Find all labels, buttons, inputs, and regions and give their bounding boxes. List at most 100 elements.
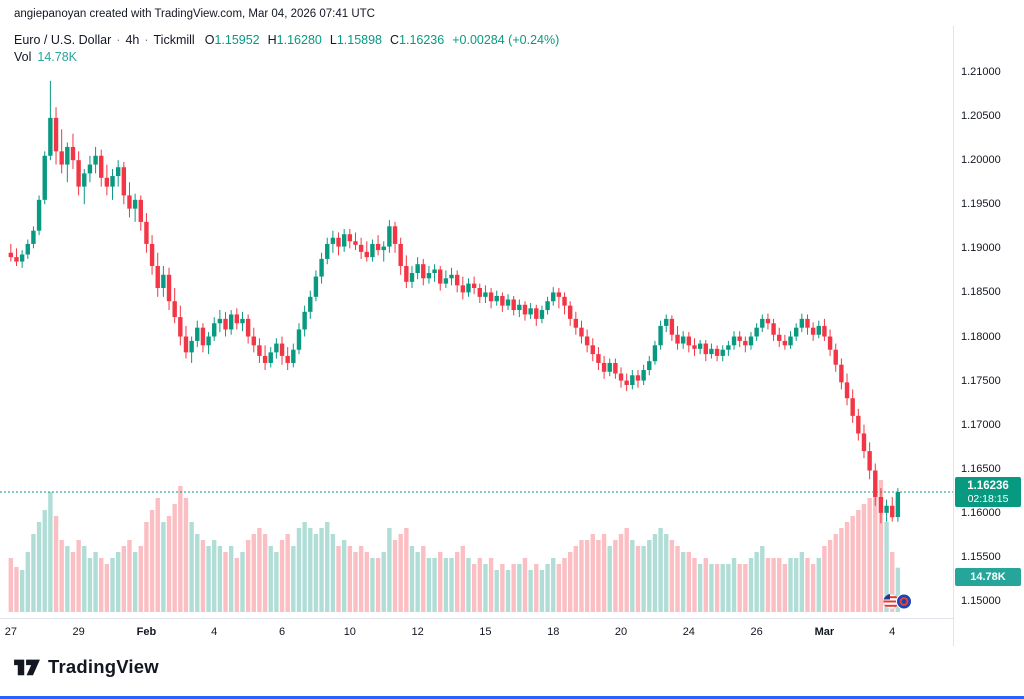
- candle-body: [364, 251, 369, 258]
- volume-bar: [296, 528, 302, 612]
- candle-body: [166, 274, 172, 302]
- price-axis-label: 1.15500: [961, 550, 1001, 563]
- candle-body: [754, 327, 759, 337]
- candle-body: [127, 195, 132, 209]
- candle-body: [562, 296, 567, 306]
- volume-bar: [99, 558, 104, 612]
- time-axis[interactable]: 27 29 Feb 4 6 10 12 15 18 20 24 26 Mar 4: [0, 618, 1024, 649]
- volume-bar: [726, 564, 731, 612]
- volume-bar: [415, 552, 420, 612]
- volume-bar: [217, 546, 223, 612]
- candle-body: [765, 318, 771, 324]
- candle-body: [675, 334, 680, 344]
- candle-body: [686, 336, 692, 346]
- volume-bar: [488, 558, 494, 612]
- candle-body: [268, 352, 273, 363]
- candle-body: [104, 177, 110, 187]
- candle-body: [760, 318, 765, 328]
- candle-body: [596, 354, 601, 363]
- volume-bar: [528, 570, 533, 612]
- candle-body: [223, 318, 228, 330]
- candle-body: [483, 292, 488, 297]
- legend-separator: ·: [144, 33, 149, 47]
- candle-body: [189, 340, 194, 353]
- price-axis-label: 1.19500: [961, 198, 1001, 211]
- candle-body: [381, 246, 386, 251]
- volume-bar: [409, 546, 415, 612]
- candle-body: [285, 355, 290, 363]
- candle-body: [534, 308, 539, 319]
- volume-bar: [737, 564, 742, 612]
- candle-body: [545, 301, 550, 311]
- time-axis-label: 29: [72, 626, 85, 638]
- candle-body: [878, 496, 884, 513]
- volume-bar: [635, 546, 641, 612]
- volume-bar: [658, 528, 663, 612]
- price-axis-label: 1.20000: [961, 154, 1001, 167]
- event-marker[interactable]: [882, 592, 914, 616]
- candle-body: [895, 492, 901, 518]
- volume-bar: [878, 480, 884, 612]
- price-axis[interactable]: 1.21000 1.20500 1.20000 1.19500 1.19000 1.185…: [953, 26, 1024, 646]
- volume-bar: [42, 510, 47, 612]
- volume-bar: [387, 528, 392, 612]
- candle-body: [195, 327, 200, 341]
- interval-label[interactable]: 4h: [125, 33, 140, 47]
- volume-bar: [19, 570, 25, 612]
- close-label: C: [390, 33, 400, 47]
- candle-body: [217, 318, 223, 324]
- volume-bar: [517, 564, 522, 612]
- volume-bar: [765, 558, 771, 612]
- volume-bar: [115, 552, 121, 612]
- candle-body: [454, 274, 460, 286]
- candle-body: [398, 243, 403, 266]
- candle-body: [522, 304, 528, 315]
- price-axis-label: 1.17500: [961, 374, 1001, 387]
- volume-bar: [777, 558, 782, 612]
- candle-body: [336, 237, 341, 247]
- candle-body: [861, 433, 867, 452]
- candle-body: [884, 505, 889, 513]
- candle-body: [76, 160, 81, 187]
- volume-label: Vol: [14, 50, 32, 64]
- tradingview-footer-logo[interactable]: TradingView: [13, 655, 159, 679]
- volume-bar: [641, 546, 646, 612]
- volume-bar: [144, 522, 149, 612]
- volume-bar: [675, 546, 680, 612]
- volume-bar: [228, 546, 234, 612]
- volume-bar: [760, 546, 765, 612]
- candle-body: [590, 345, 595, 355]
- candle-body: [839, 364, 844, 383]
- price-axis-label: 1.17000: [961, 418, 1001, 431]
- candle-body: [274, 343, 279, 353]
- candle-body: [630, 375, 635, 385]
- volume-bar: [104, 564, 110, 612]
- candle-body: [25, 243, 30, 255]
- tradingview-logo-text: TradingView: [48, 656, 159, 677]
- volume-bar: [53, 516, 59, 612]
- symbol-name[interactable]: Euro / U.S. Dollar: [14, 33, 112, 47]
- candle-body: [867, 451, 872, 471]
- volume-bar: [573, 546, 579, 612]
- candle-body: [59, 151, 64, 165]
- candlestick-chart[interactable]: [0, 0, 953, 660]
- candle-body: [212, 323, 217, 337]
- candle-body: [567, 305, 573, 319]
- candle-body: [799, 318, 805, 328]
- volume-bar: [398, 534, 403, 612]
- candle-body: [613, 362, 618, 374]
- volume-bar: [251, 534, 256, 612]
- candle-body: [48, 117, 53, 156]
- volume-bar: [274, 552, 279, 612]
- legend-separator: ·: [116, 33, 121, 47]
- candle-body: [291, 349, 296, 363]
- volume-bar: [460, 546, 466, 612]
- candle-body: [251, 336, 256, 346]
- candle-body: [110, 176, 115, 187]
- candle-body: [31, 230, 36, 244]
- candle-body: [93, 155, 98, 165]
- candle-body: [234, 314, 240, 324]
- volume-value: 14.78K: [37, 50, 78, 64]
- volume-bar: [370, 558, 375, 612]
- volume-bar: [714, 564, 720, 612]
